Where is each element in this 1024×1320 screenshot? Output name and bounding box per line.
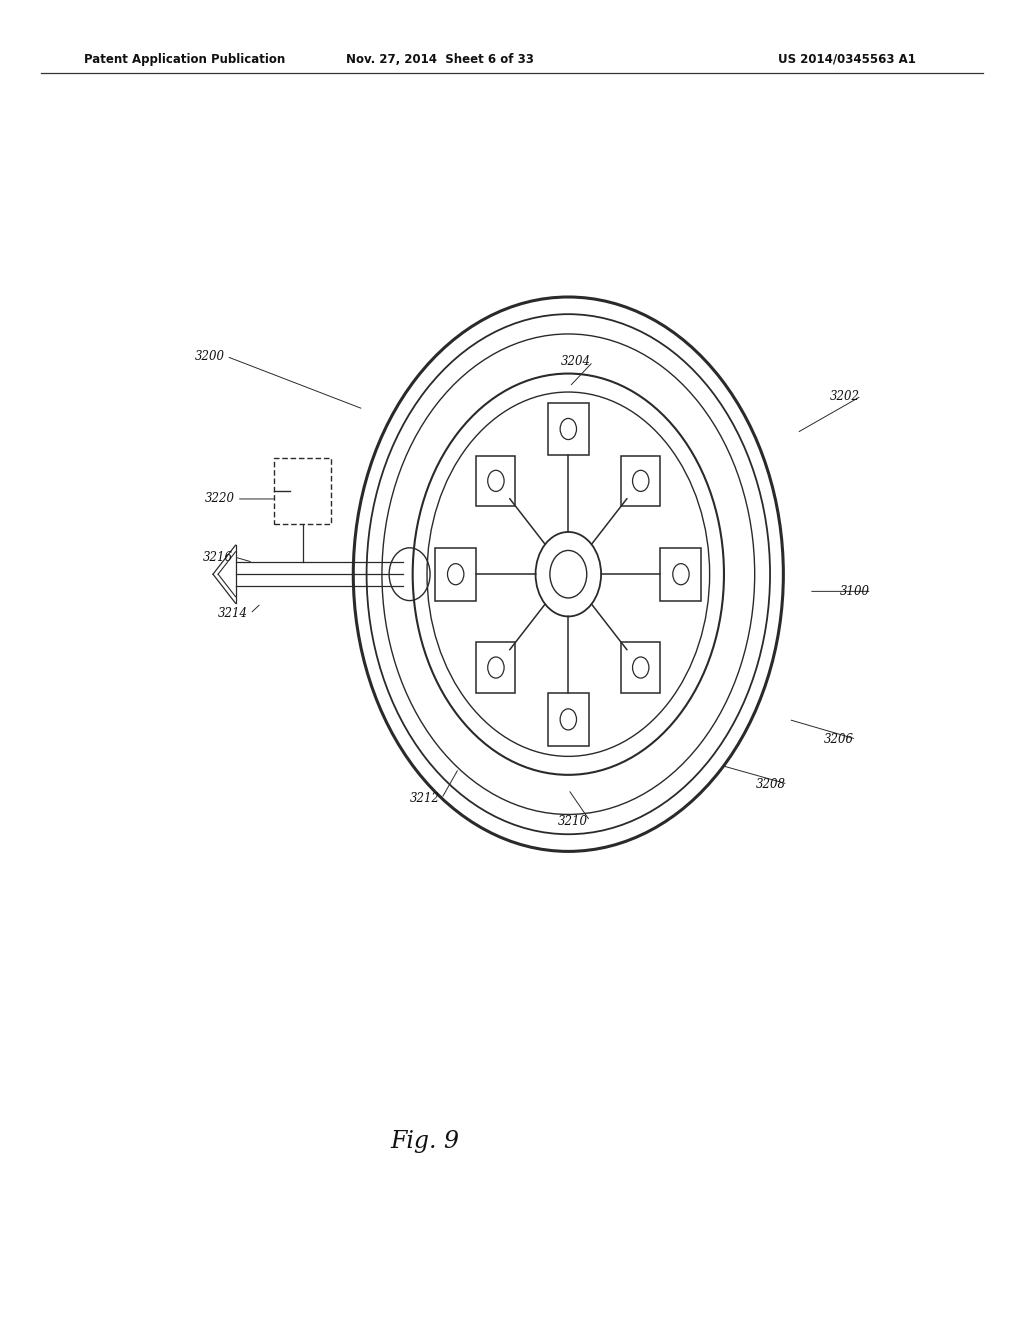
Text: 3216: 3216 xyxy=(203,550,232,564)
Text: 3210: 3210 xyxy=(558,814,588,828)
Text: 3214: 3214 xyxy=(218,607,248,620)
Text: Patent Application Publication: Patent Application Publication xyxy=(84,53,286,66)
Text: Nov. 27, 2014  Sheet 6 of 33: Nov. 27, 2014 Sheet 6 of 33 xyxy=(346,53,535,66)
Bar xyxy=(274,458,331,524)
Text: 3206: 3206 xyxy=(824,733,854,746)
Text: US 2014/0345563 A1: US 2014/0345563 A1 xyxy=(778,53,916,66)
Text: 3220: 3220 xyxy=(205,492,234,506)
Text: 3202: 3202 xyxy=(829,389,859,403)
Text: 3204: 3204 xyxy=(561,355,591,368)
Text: 3212: 3212 xyxy=(410,792,439,805)
Text: Fig. 9: Fig. 9 xyxy=(390,1130,460,1154)
Text: 3208: 3208 xyxy=(756,777,785,791)
Text: 3100: 3100 xyxy=(840,585,869,598)
Text: 3200: 3200 xyxy=(195,350,224,363)
